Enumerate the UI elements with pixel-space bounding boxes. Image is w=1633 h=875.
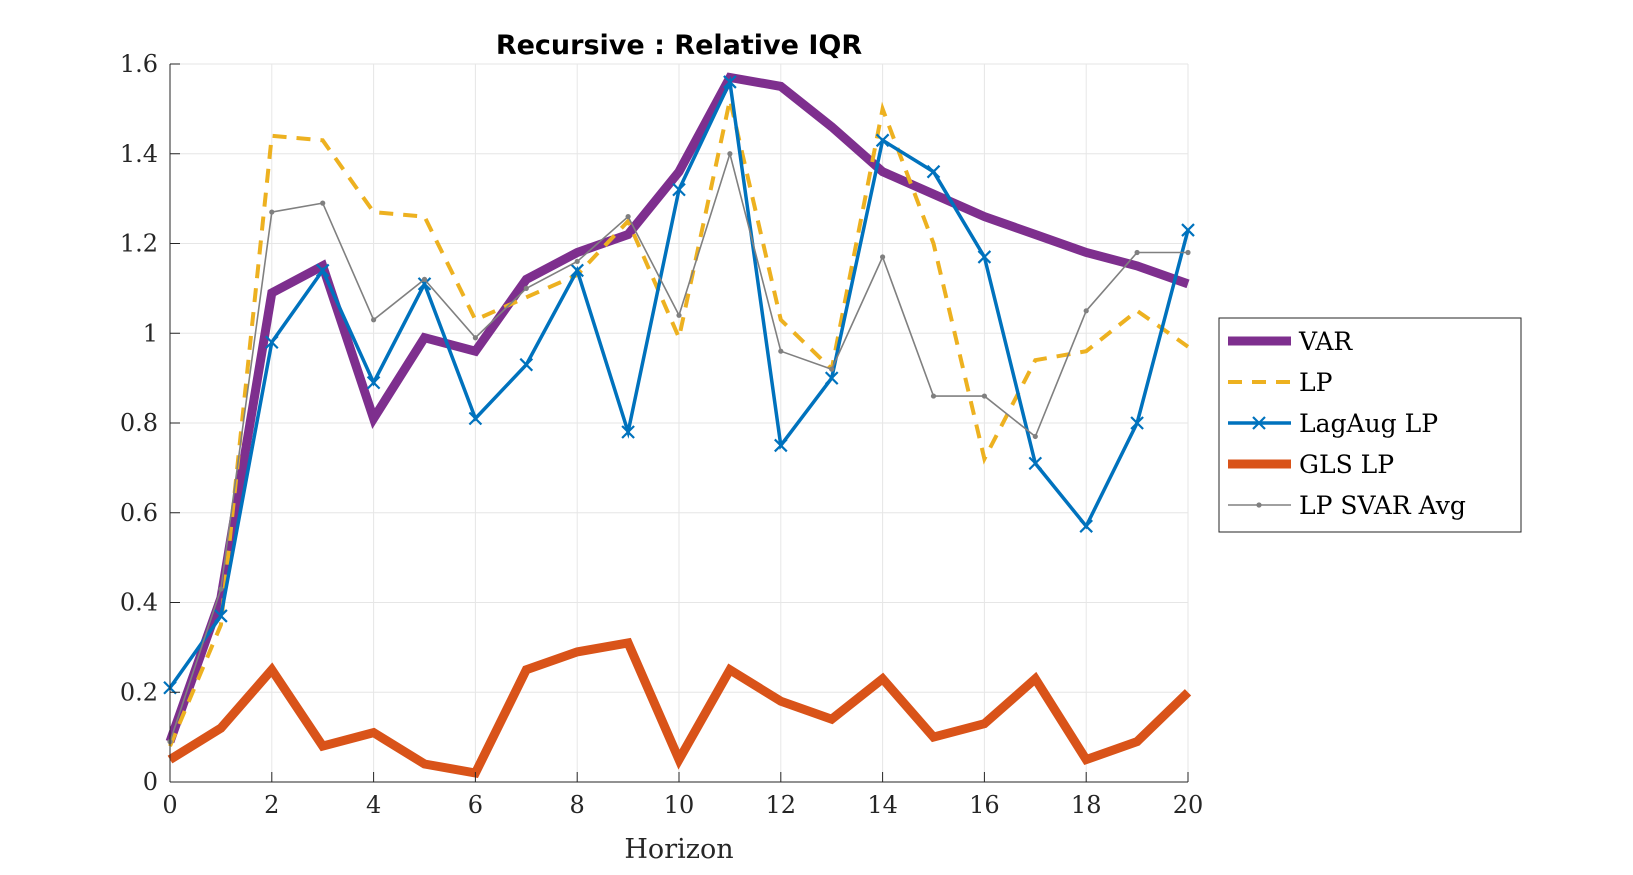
legend-label: GLS LP <box>1299 450 1394 479</box>
data-point-lagaug-lp <box>1181 223 1195 237</box>
legend-label: LP <box>1299 368 1332 397</box>
data-point-lagaug-lp <box>926 164 941 179</box>
x-tick-label: 2 <box>264 791 279 819</box>
legend-label: VAR <box>1298 327 1353 356</box>
data-point-lp-svar-avg <box>320 200 326 206</box>
x-tick-label: 8 <box>570 791 585 819</box>
y-tick-label: 1 <box>143 319 158 347</box>
data-point-lp-svar-avg <box>981 393 988 399</box>
series-lp-svar-avg <box>167 150 1191 745</box>
legend-item-lp: LP <box>1228 368 1332 397</box>
y-tick-label: 1.2 <box>120 230 158 258</box>
legend-label: LP SVAR Avg <box>1299 491 1466 520</box>
data-point-lp-svar-avg <box>930 393 937 399</box>
data-point-lagaug-lp <box>875 133 890 148</box>
y-tick-label: 0 <box>143 768 158 796</box>
data-point-lagaug-lp <box>1079 519 1093 533</box>
x-tick-label: 16 <box>969 791 1000 819</box>
data-point-lagaug-lp <box>824 371 839 385</box>
data-point-lp-svar-avg <box>218 586 224 592</box>
x-tick-label: 10 <box>664 791 695 819</box>
data-point-lp-svar-avg <box>625 213 631 220</box>
data-point-lp-svar-avg <box>727 151 733 157</box>
data-point-lagaug-lp <box>417 277 432 291</box>
data-point-lagaug-lp <box>774 438 788 453</box>
data-point-lp-svar-avg <box>880 254 886 260</box>
x-tick-label: 18 <box>1071 791 1102 819</box>
data-point-lp-svar-avg <box>472 335 478 341</box>
y-tick-label: 0.2 <box>120 678 158 706</box>
data-point-lp-svar-avg <box>1134 249 1140 256</box>
data-point-lagaug-lp <box>1130 416 1144 430</box>
data-point-lp-svar-avg <box>371 317 377 323</box>
y-tick-label: 1.4 <box>120 140 158 168</box>
data-point-lp-svar-avg <box>421 276 428 282</box>
x-tick-label: 4 <box>366 791 381 819</box>
x-tick-label: 14 <box>867 791 898 819</box>
y-tick-label: 0.8 <box>120 409 158 437</box>
data-point-lp-svar-avg <box>829 366 835 372</box>
data-point-lagaug-lp <box>519 357 534 372</box>
series-layer <box>163 72 1195 779</box>
y-tick-label: 0.4 <box>120 589 158 617</box>
y-tick-label: 1.6 <box>120 50 158 78</box>
data-point-lagaug-lp <box>570 263 584 278</box>
data-point-lp-svar-avg <box>1083 308 1089 314</box>
legend: VAR LP LagAug LP GLS LP LP SVAR Avg <box>1218 317 1522 533</box>
data-point-lp-svar-avg <box>778 348 784 354</box>
legend-item-gls-lp: GLS LP <box>1228 450 1394 479</box>
x-tick-label: 12 <box>766 791 797 819</box>
x-tick-label: 20 <box>1173 791 1204 819</box>
data-point-lp-svar-avg <box>676 312 682 318</box>
x-axis-label: Horizon <box>624 834 733 865</box>
legend-box <box>1218 317 1522 533</box>
series-var <box>165 72 1190 744</box>
data-point-lp-svar-avg <box>269 209 275 215</box>
data-point-lagaug-lp <box>468 411 483 426</box>
data-point-lp-svar-avg <box>1185 249 1191 256</box>
series-gls-lp <box>167 637 1192 779</box>
data-point-lagaug-lp <box>621 425 635 439</box>
axes <box>169 63 1189 783</box>
tick-labels: 0 2 4 6 8 10 12 14 16 18 20 0 0.2 0.4 0.6 0.8 1 1.2 1.4 1.6 <box>120 50 1203 819</box>
data-point-lagaug-lp <box>366 375 381 390</box>
data-point-lagaug-lp <box>214 609 228 623</box>
data-point-lagaug-lp <box>265 335 279 350</box>
y-tick-label: 0.6 <box>120 499 158 527</box>
legend-item-lagaug-lp: LagAug LP <box>1228 409 1438 438</box>
data-point-lagaug-lp <box>977 250 992 264</box>
series-line-var <box>165 72 1190 744</box>
chart-title: Recursive : Relative IQR <box>496 30 863 61</box>
series-lagaug-lp <box>163 75 1195 695</box>
x-tick-label: 6 <box>468 791 483 819</box>
legend-marker <box>1252 416 1266 430</box>
legend-label: LagAug LP <box>1299 409 1438 438</box>
legend-marker <box>1256 502 1262 508</box>
data-point-lagaug-lp <box>723 75 737 89</box>
data-point-lagaug-lp <box>315 263 330 278</box>
series-line-gls-lp <box>167 637 1192 779</box>
data-point-lagaug-lp <box>1028 456 1043 471</box>
data-point-lp-svar-avg <box>574 258 580 265</box>
data-point-lagaug-lp <box>672 182 686 197</box>
data-point-lp-svar-avg <box>1032 433 1038 440</box>
legend-item-lp-svar-avg: LP SVAR Avg <box>1228 491 1466 520</box>
x-tick-label: 0 <box>162 791 177 819</box>
legend-item-var: VAR <box>1228 327 1353 356</box>
data-point-lp-svar-avg <box>523 285 529 291</box>
